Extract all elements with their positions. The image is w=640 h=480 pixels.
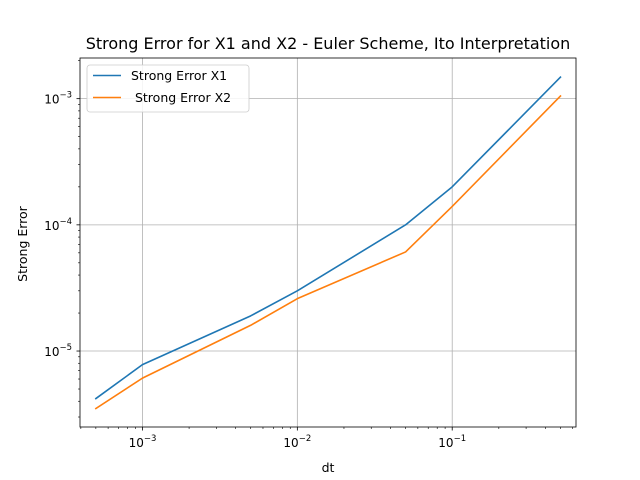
chart-title: Strong Error for X1 and X2 - Euler Schem… <box>86 34 571 53</box>
grid-lines <box>80 58 576 427</box>
y-tick-label: 10−3 <box>44 91 72 107</box>
series-line-x2 <box>94 94 562 410</box>
legend-label-x1: Strong Error X1 <box>131 68 227 83</box>
y-tick-label: 10−5 <box>44 343 72 359</box>
y-tick-label: 10−4 <box>44 217 72 233</box>
x-tick-label: 10−1 <box>438 434 466 450</box>
x-tick-label: 10−2 <box>283 434 311 450</box>
legend: Strong Error X1 Strong Error X2 <box>86 64 250 113</box>
axis-ticks: 10−3 10−2 10−1 10−5 10−4 10−3 <box>44 60 574 450</box>
x-axis-label: dt <box>322 460 335 475</box>
series-line-x1 <box>94 76 562 400</box>
plot-frame <box>79 57 577 428</box>
legend-label-x2: Strong Error X2 <box>131 90 231 105</box>
y-axis-label: Strong Error <box>15 205 30 282</box>
legend-box <box>86 64 250 113</box>
x-tick-label: 10−3 <box>129 434 157 450</box>
series-lines <box>94 76 562 410</box>
